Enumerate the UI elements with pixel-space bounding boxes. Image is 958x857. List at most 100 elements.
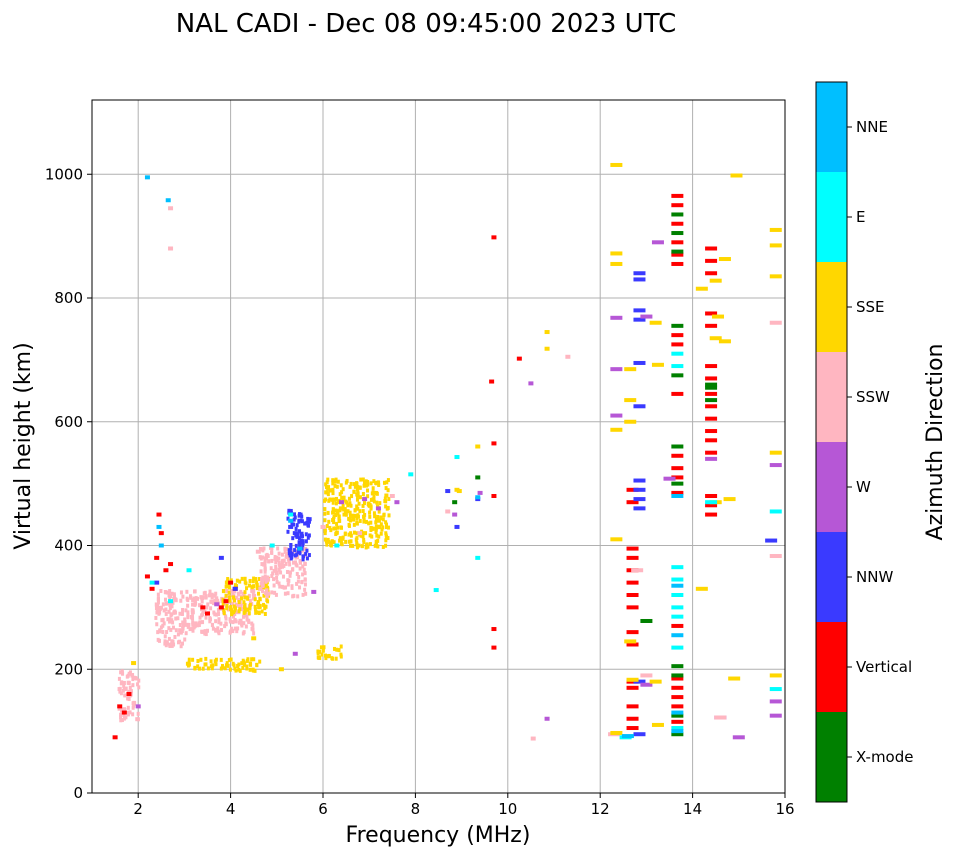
echo-block-pixel: [272, 568, 276, 573]
echo-block-pixel: [185, 661, 189, 666]
echo-block-pixel: [341, 487, 345, 492]
echo-block-pixel: [253, 607, 257, 612]
echo-block-pixel: [119, 715, 123, 720]
echo-block-pixel: [248, 578, 252, 583]
colorbar-label: E: [856, 208, 865, 226]
echo-block-pixel: [387, 496, 391, 501]
echo-block-pixel: [197, 621, 201, 626]
echo-block-pixel: [301, 564, 305, 569]
echo-block-pixel: [214, 628, 218, 633]
echo-block-pixel: [289, 552, 293, 557]
echo-block-pixel: [381, 517, 385, 522]
echo-block-pixel: [256, 601, 260, 606]
echo-block-pixel: [384, 504, 388, 509]
echo-block-pixel: [161, 623, 165, 628]
echo-block-pixel: [346, 503, 350, 508]
echo-point-vertical: [671, 475, 684, 480]
echo-block-pixel: [387, 513, 391, 518]
echo-block-pixel: [217, 631, 221, 636]
colorbar: X-mode Vertical NNW W SSW SSE E NNE: [815, 81, 913, 803]
echo-block-pixel: [133, 676, 137, 681]
echo-block-pixel: [324, 539, 328, 544]
echo-point-w: [732, 735, 745, 740]
echo-block-pixel: [238, 579, 242, 584]
echo-point-ssw: [255, 549, 261, 554]
echo-block-pixel: [176, 632, 180, 637]
colorbar-title: Azimuth Direction: [923, 343, 948, 540]
echo-block-pixel: [328, 488, 332, 493]
echo-block-pixel: [119, 691, 123, 696]
echo-block-pixel: [171, 625, 175, 630]
echo-block-pixel: [324, 482, 328, 487]
echo-point-nnw: [633, 497, 646, 502]
echo-block-pixel: [228, 667, 232, 672]
echo-block-pixel: [117, 676, 121, 681]
echo-point-sse: [649, 320, 662, 325]
echo-block-pixel: [307, 533, 311, 538]
echo-block-pixel: [334, 656, 338, 661]
echo-block-pixel: [366, 488, 370, 493]
echo-block-pixel: [179, 644, 183, 649]
echo-block-pixel: [250, 621, 254, 626]
echo-block-pixel: [272, 583, 276, 588]
echo-block-pixel: [191, 620, 195, 625]
echo-point-vertical: [144, 574, 150, 579]
echo-block-pixel: [364, 479, 368, 484]
echo-block-pixel: [341, 497, 345, 502]
echo-block-pixel: [289, 546, 293, 551]
echo-block-pixel: [219, 621, 223, 626]
echo-block-pixel: [376, 514, 380, 519]
echo-point-vertical: [705, 450, 718, 455]
echo-block-pixel: [209, 659, 213, 664]
echo-block-pixel: [230, 611, 234, 616]
x-tick-label: 16: [775, 800, 794, 818]
echo-block-pixel: [227, 583, 231, 588]
echo-block-pixel: [264, 604, 268, 609]
echo-block-pixel: [244, 595, 248, 600]
echo-block-pixel: [303, 582, 307, 587]
echo-block-pixel: [341, 535, 345, 540]
echo-block-pixel: [357, 543, 361, 548]
echo-block-pixel: [246, 657, 250, 662]
echo-point-nnw: [633, 679, 646, 684]
echo-block-pixel: [298, 529, 302, 534]
echo-block-pixel: [335, 496, 339, 501]
echo-block-pixel: [374, 542, 378, 547]
echo-block-pixel: [295, 552, 299, 557]
echo-block-pixel: [347, 522, 351, 527]
echo-block-pixel: [253, 597, 257, 602]
echo-block-pixel: [224, 621, 228, 626]
echo-block-pixel: [183, 637, 187, 642]
echo-block-pixel: [196, 664, 200, 669]
echo-point-nnw: [154, 580, 160, 585]
echo-block-pixel: [208, 617, 212, 622]
echo-point-x-mode: [671, 373, 684, 378]
echo-block-pixel: [358, 509, 362, 514]
echo-point-sse: [649, 679, 662, 684]
echo-block-pixel: [338, 538, 342, 543]
echo-point-vertical: [626, 716, 639, 721]
echo-block-pixel: [251, 584, 255, 589]
echo-block-pixel: [233, 598, 237, 603]
echo-block-pixel: [199, 595, 203, 600]
echo-block-pixel: [239, 589, 243, 594]
echo-block-pixel: [154, 606, 158, 611]
echo-point-nnw: [633, 271, 646, 276]
echo-block-pixel: [159, 588, 163, 593]
echo-block-pixel: [349, 543, 353, 548]
echo-block-pixel: [178, 611, 182, 616]
colorbar-segment-ssw: [816, 352, 847, 442]
echo-block-pixel: [377, 534, 381, 539]
echo-block-pixel: [235, 629, 239, 634]
echo-block-pixel: [331, 478, 335, 483]
echo-point-x-mode: [475, 475, 481, 480]
echo-point-vertical: [671, 490, 684, 495]
echo-block-pixel: [184, 631, 188, 636]
echo-point-vertical: [112, 735, 118, 740]
echo-block-pixel: [194, 621, 198, 626]
echo-point-sse: [651, 722, 664, 727]
echo-block-pixel: [186, 624, 190, 629]
echo-block-pixel: [374, 527, 378, 532]
echo-point-w: [214, 602, 220, 607]
echo-block-pixel: [305, 556, 309, 561]
